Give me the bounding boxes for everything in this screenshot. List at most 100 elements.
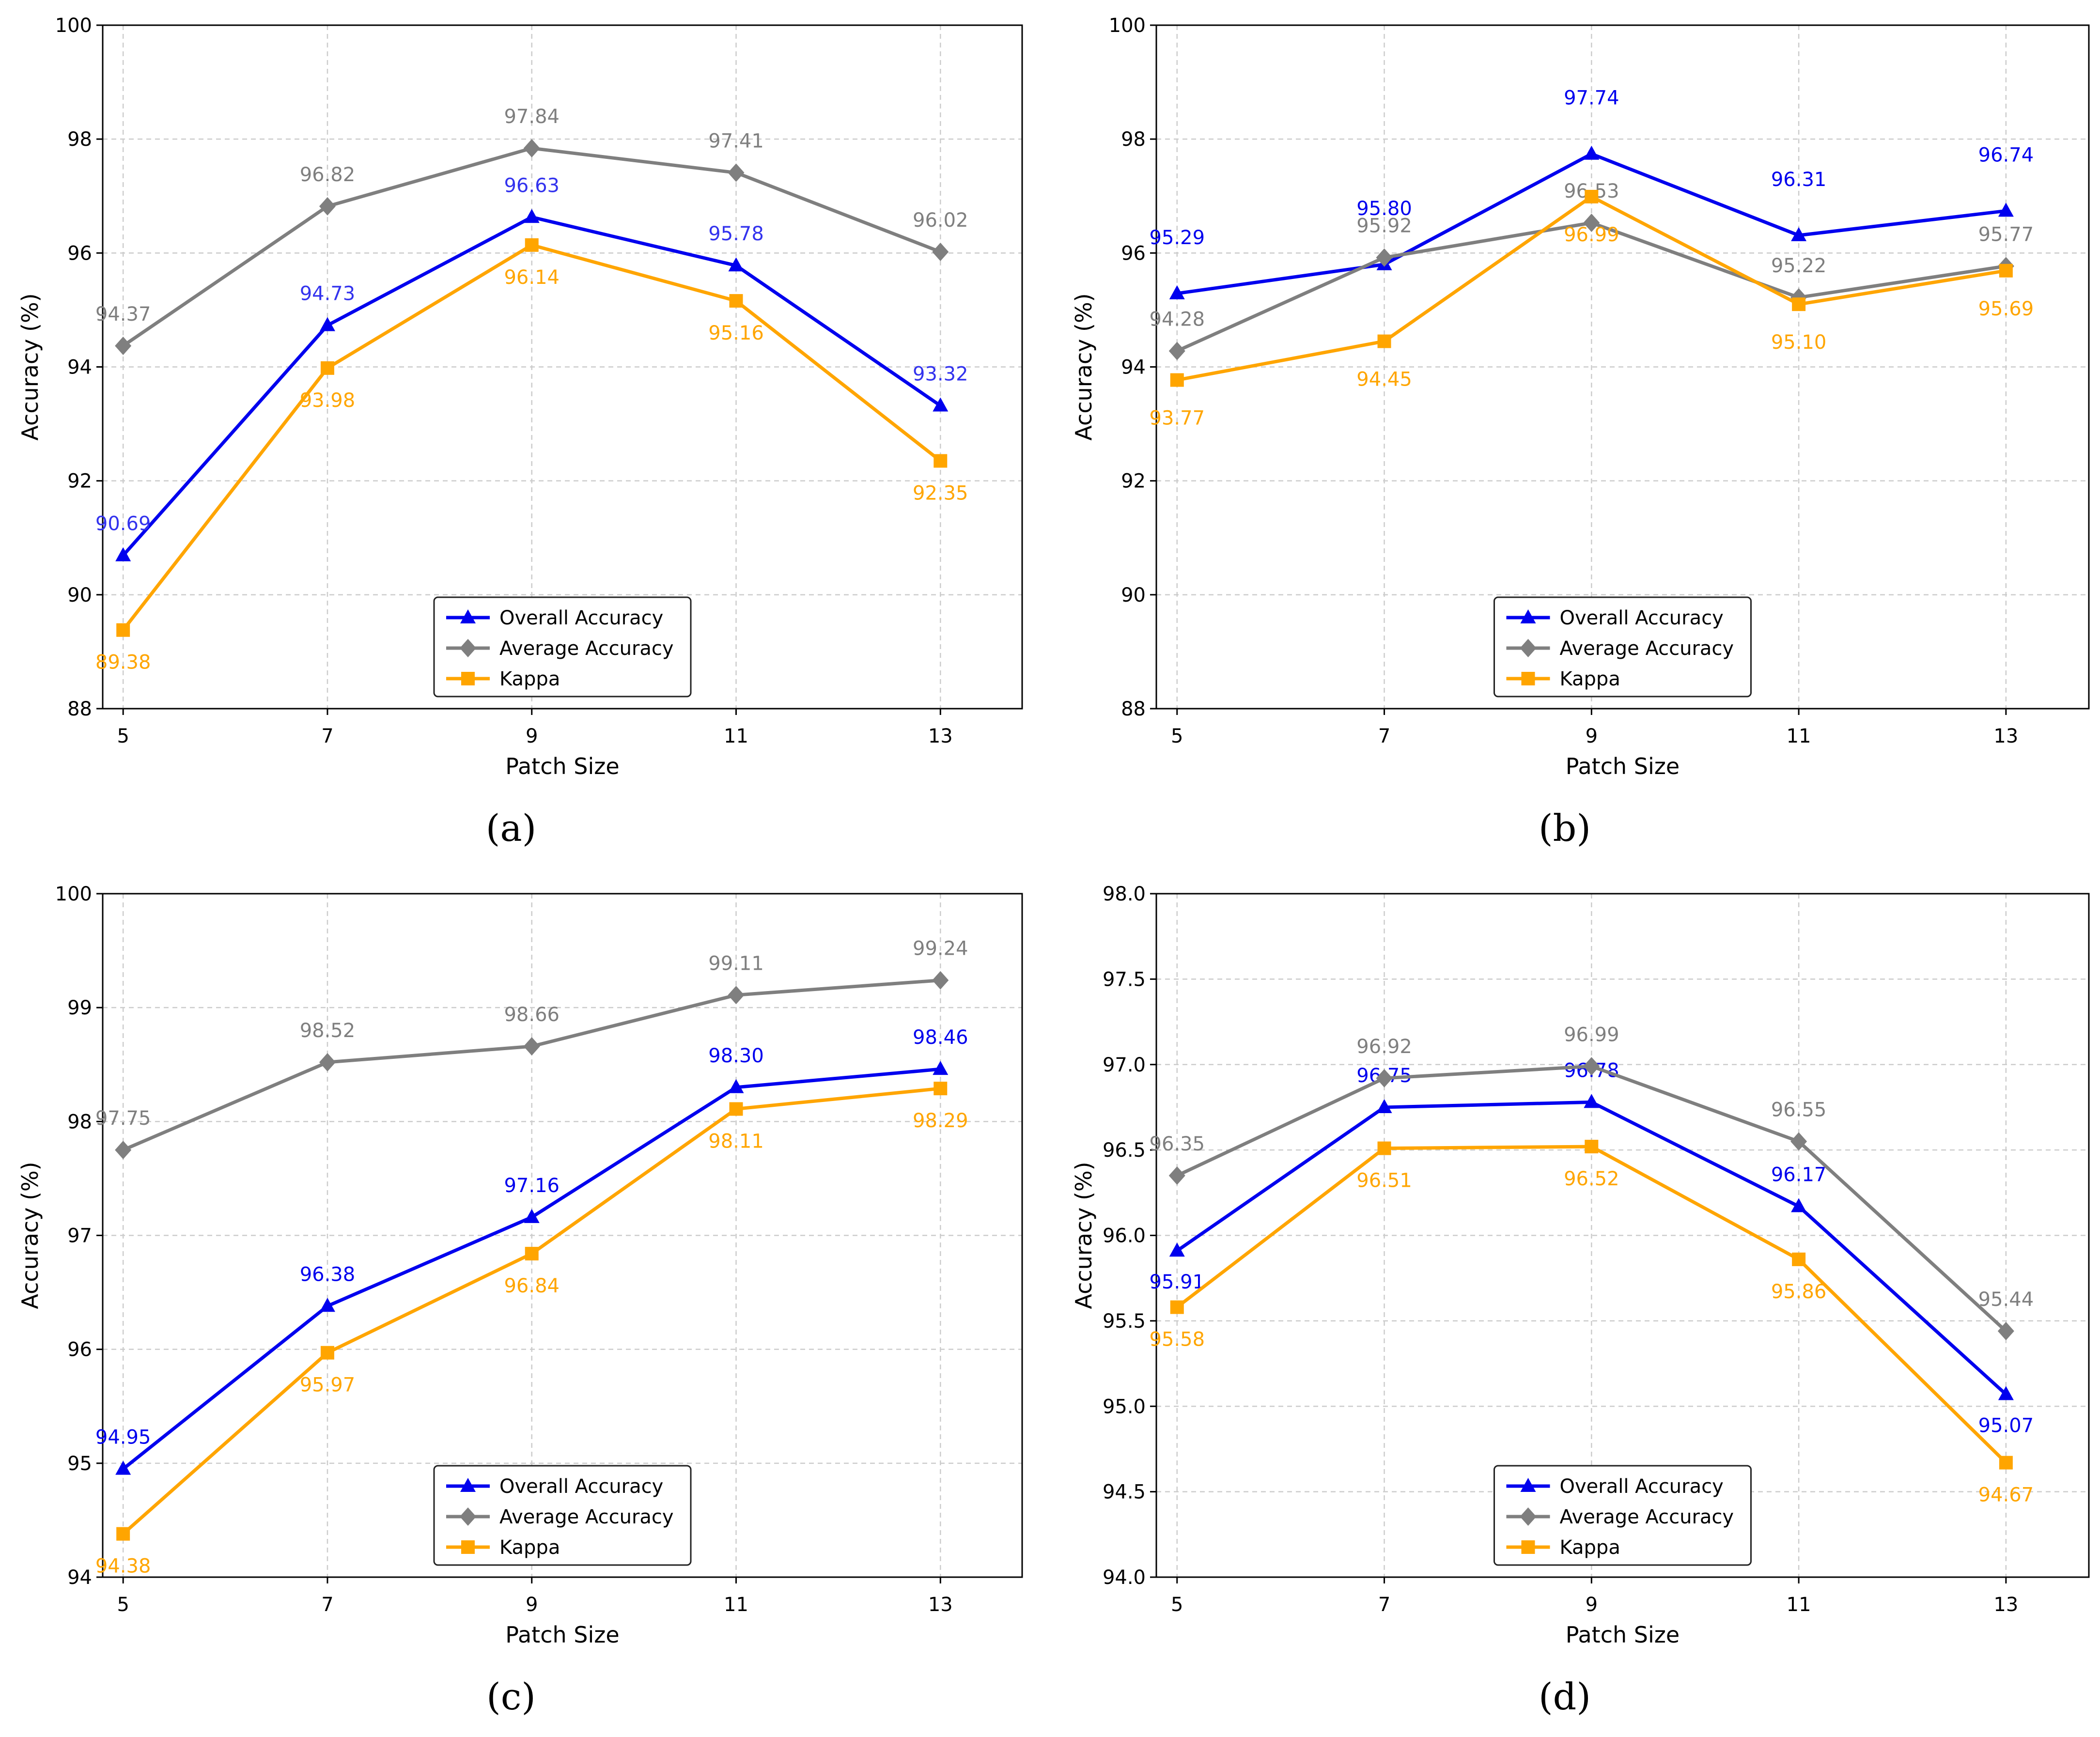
- data-label-average: 95.77: [1978, 223, 2034, 246]
- y-tick-label: 100: [55, 883, 92, 905]
- marker-overall: [319, 1298, 335, 1312]
- plot-frame: [1155, 893, 2090, 1578]
- marker-kappa: [116, 1527, 130, 1541]
- marker-overall: [728, 257, 744, 272]
- marker-average: [728, 986, 745, 1005]
- y-tick-label: 96: [1121, 242, 1146, 264]
- marker-kappa: [729, 294, 743, 308]
- legend-marker: [460, 639, 476, 657]
- data-label-kappa: 98.29: [913, 1110, 968, 1132]
- data-label-kappa: 96.99: [1564, 224, 1619, 246]
- data-label-kappa: 95.58: [1150, 1329, 1205, 1351]
- panel-c: 5 7 9 11 13 94 95 96 97 98 99 100 Patch Size Accuracy…: [0, 868, 1050, 1737]
- data-label-kappa: 96.51: [1356, 1170, 1412, 1192]
- data-label-kappa: 96.14: [504, 266, 560, 289]
- marker-overall: [933, 1061, 949, 1075]
- legend-frame: [1493, 596, 1752, 698]
- y-axis-title: Accuracy (%): [17, 293, 43, 440]
- data-label-kappa: 89.38: [95, 651, 151, 674]
- data-label-kappa: 92.35: [913, 482, 968, 505]
- marker-average: [1168, 341, 1185, 360]
- data-label-average: 98.66: [504, 1004, 560, 1026]
- marker-kappa: [116, 623, 130, 637]
- data-label-overall: 98.30: [708, 1045, 764, 1067]
- x-tick-label: 9: [526, 725, 538, 747]
- marker-average: [1376, 1069, 1393, 1087]
- legend: Overall Accuracy Average Accuracy Kappa: [1493, 1465, 1752, 1566]
- series-kappa: 89.38 93.98 96.14 95.16 92.35: [95, 238, 968, 674]
- data-label-average: 96.92: [1356, 1036, 1412, 1058]
- marker-overall: [1376, 1099, 1392, 1113]
- data-label-average: 94.28: [1150, 309, 1205, 331]
- marker-overall: [1169, 285, 1185, 299]
- x-tick-label: 13: [1993, 1594, 2018, 1616]
- legend-label: Overall Accuracy: [1560, 1475, 1724, 1498]
- y-tick-label: 94: [1121, 357, 1146, 379]
- caption-a: (a): [485, 806, 537, 850]
- legend-label: Average Accuracy: [499, 1506, 674, 1528]
- marker-kappa: [1999, 264, 2013, 278]
- y-tick-label: 92: [67, 470, 92, 493]
- x-tick-label: 9: [1586, 1594, 1598, 1616]
- marker-average: [932, 242, 949, 261]
- data-label-overall: 96.74: [1978, 144, 2034, 166]
- y-tick-label: 96.0: [1103, 1225, 1146, 1247]
- series-kappa: 93.77 94.45 96.99 95.10 95.69: [1150, 189, 2034, 430]
- legend-label: Average Accuracy: [1560, 1506, 1734, 1528]
- marker-overall: [1584, 145, 1600, 160]
- legend-marker: [1520, 639, 1537, 657]
- data-label-kappa: 95.16: [708, 322, 764, 344]
- x-axis-title: Patch Size: [1566, 1622, 1680, 1648]
- plot-frame: [1155, 24, 2090, 710]
- chart-d: 5 7 9 11 13 94.0 94.5 95.0 95.5 96.0 96.5 97.0 97.5 9…: [1071, 883, 2090, 1648]
- legend-frame: [433, 1465, 692, 1566]
- panel-b: 5 7 9 11 13 88 90 92 94 96 98 100 Patch Size Accuracy…: [1054, 0, 2100, 868]
- marker-average: [523, 1037, 540, 1056]
- plot-frame: [102, 893, 1023, 1578]
- data-label-overall: 95.07: [1978, 1415, 2034, 1437]
- marker-average: [1168, 1166, 1185, 1185]
- x-tick-label: 13: [928, 1594, 953, 1616]
- legend-label: Kappa: [1560, 1536, 1620, 1559]
- marker-overall: [1998, 202, 2014, 217]
- data-label-average: 99.24: [913, 938, 968, 960]
- y-tick-label: 97.5: [1103, 968, 1146, 991]
- data-label-overall: 95.29: [1150, 227, 1205, 249]
- marker-kappa: [1585, 1140, 1599, 1154]
- data-label-overall: 96.17: [1771, 1164, 1827, 1186]
- x-tick-label: 11: [1787, 725, 1811, 747]
- legend-marker: [461, 672, 475, 685]
- marker-kappa: [1792, 1252, 1806, 1266]
- y-tick-label: 88: [1121, 698, 1146, 720]
- data-label-overall: 90.69: [95, 513, 151, 535]
- y-tick-label: 100: [55, 15, 92, 37]
- marker-kappa: [1792, 297, 1806, 311]
- legend: Overall Accuracy Average Accuracy Kappa: [433, 1465, 692, 1566]
- y-tick-label: 92: [1121, 470, 1146, 493]
- y-tick-label: 95: [67, 1453, 92, 1475]
- x-axis-title: Patch Size: [1566, 753, 1680, 779]
- data-label-average: 95.92: [1356, 215, 1412, 237]
- y-tick-label: 98: [67, 1111, 92, 1133]
- data-label-overall: 95.78: [708, 223, 764, 245]
- y-tick-label: 97: [67, 1225, 92, 1247]
- x-tick-label: 5: [1171, 1594, 1183, 1616]
- data-label-kappa: 95.10: [1771, 331, 1827, 354]
- x-tick-label: 9: [526, 1594, 538, 1616]
- marker-average: [1997, 1322, 2014, 1341]
- data-label-kappa: 95.97: [300, 1374, 356, 1396]
- marker-overall: [933, 397, 949, 412]
- legend-frame: [433, 596, 692, 698]
- y-tick-label: 90: [67, 584, 92, 606]
- data-label-average: 95.22: [1771, 255, 1827, 277]
- marker-average: [319, 197, 336, 216]
- data-label-average: 96.02: [913, 209, 968, 232]
- marker-average: [1583, 214, 1600, 233]
- marker-overall: [1584, 1094, 1600, 1108]
- legend-marker: [460, 1507, 476, 1526]
- legend-frame: [1493, 1465, 1752, 1566]
- marker-overall: [1791, 1198, 1807, 1212]
- y-tick-label: 97.0: [1103, 1054, 1146, 1076]
- marker-average: [115, 1141, 132, 1160]
- x-tick-label: 5: [117, 725, 129, 747]
